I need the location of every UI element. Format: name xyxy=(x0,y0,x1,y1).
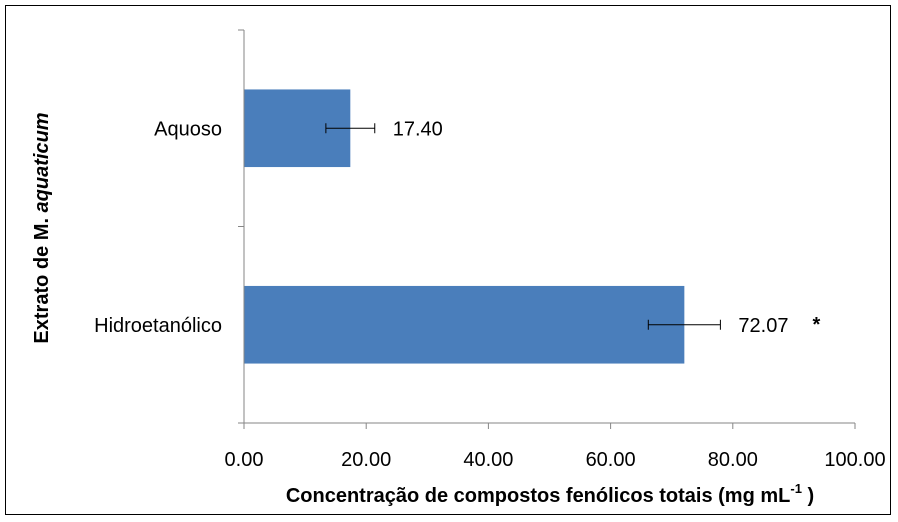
x-tick-label: 60.00 xyxy=(586,449,636,471)
x-tick-label: 40.00 xyxy=(463,449,513,471)
x-tick-label: 80.00 xyxy=(708,449,758,471)
chart-frame xyxy=(5,5,891,515)
bar xyxy=(244,285,685,364)
category-label: Aquoso xyxy=(154,118,222,140)
bars-layer xyxy=(244,89,685,364)
x-axis-title: Concentração de compostos fenólicos tota… xyxy=(286,481,814,507)
x-tick-label: 100.00 xyxy=(824,449,885,471)
x-tick-label: 20.00 xyxy=(341,449,391,471)
labels-layer: 0.00 20.00 40.00 60.00 80.00 100.00 Aquoso 17.4… xyxy=(94,118,885,471)
ticks-layer xyxy=(238,29,856,429)
data-label: 72.07 xyxy=(738,315,788,337)
data-label: 17.40 xyxy=(393,118,443,140)
significance-marker: * xyxy=(812,314,820,336)
error-bars-layer xyxy=(325,123,721,330)
y-axis-title: Extrato de M. aquaticum xyxy=(31,112,53,343)
category-label: Hidroetanólico xyxy=(94,315,222,337)
x-tick-label: 0.00 xyxy=(225,449,264,471)
